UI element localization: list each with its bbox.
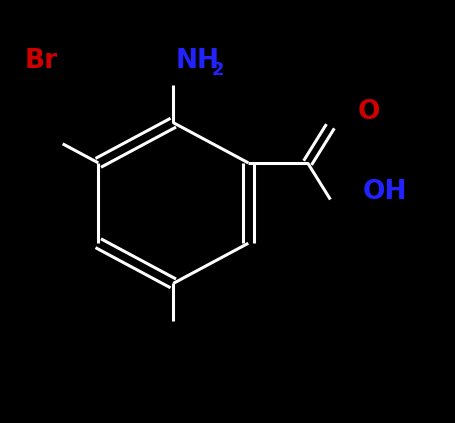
Text: 2: 2: [212, 61, 224, 79]
Text: OH: OH: [362, 179, 406, 206]
Text: NH: NH: [175, 48, 219, 74]
Text: Br: Br: [25, 48, 58, 74]
Text: O: O: [356, 99, 379, 125]
